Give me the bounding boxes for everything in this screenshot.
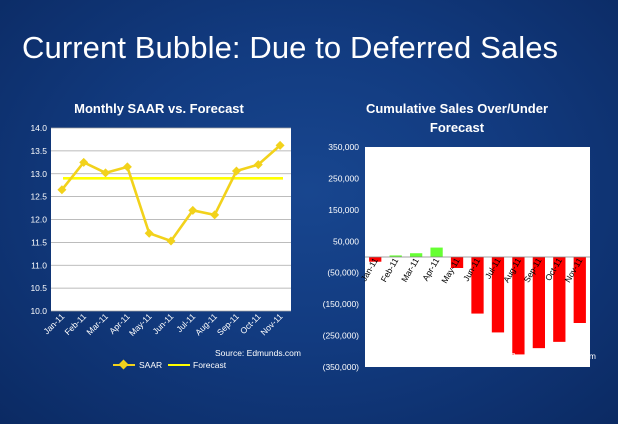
- saar-point-sep-11: [231, 166, 241, 176]
- y-tick-label: (250,000): [323, 331, 360, 341]
- slide-title: Current Bubble: Due to Deferred Sales: [22, 30, 559, 65]
- bar-apr-11: [430, 247, 443, 257]
- y-tick-label: 13.0: [30, 169, 47, 179]
- y-tick-label: 11.0: [31, 260, 47, 270]
- source-note: Source: Edmunds.com: [215, 348, 301, 358]
- y-tick-label: 150,000: [328, 205, 359, 215]
- legend-saar-label: SAAR: [139, 360, 162, 370]
- saar-point-jun-11: [166, 236, 176, 246]
- y-tick-label: 11.5: [31, 237, 47, 247]
- y-tick-label: 50,000: [333, 236, 359, 246]
- y-tick-label: 14.0: [30, 123, 47, 133]
- saar-point-nov-11: [275, 140, 285, 150]
- y-tick-label: (350,000): [323, 362, 360, 372]
- y-tick-label: 12.0: [30, 215, 47, 225]
- saar-point-mar-11: [101, 168, 111, 178]
- bar-mar-11: [410, 253, 423, 257]
- saar-point-oct-11: [253, 160, 263, 170]
- saar-point-jan-11: [57, 185, 67, 195]
- chart-title: Monthly SAAR vs. Forecast: [74, 101, 244, 116]
- bar-jan-11: [369, 257, 382, 262]
- saar-point-may-11: [144, 228, 154, 238]
- bar-jul-11: [491, 257, 505, 333]
- bar-may-11: [450, 257, 464, 268]
- y-tick-label: 250,000: [328, 173, 359, 183]
- y-tick-label: 10.5: [30, 283, 47, 293]
- bar-sep-11: [532, 257, 545, 349]
- y-tick-label: 350,000: [328, 142, 359, 152]
- bar-feb-11: [389, 255, 402, 257]
- legend-forecast-label: Forecast: [193, 360, 227, 370]
- source-note: Source: Edmunds.com: [510, 351, 596, 361]
- bar-jun-11: [471, 257, 484, 314]
- y-tick-label: (150,000): [323, 299, 360, 309]
- bar-nov-11: [573, 257, 586, 323]
- saar-point-aug-11: [210, 210, 220, 220]
- y-tick-label: 10.0: [30, 306, 47, 316]
- bar-aug-11: [512, 257, 525, 355]
- y-tick-label: 12.5: [30, 192, 47, 202]
- chart-title-line-2: Forecast: [430, 120, 485, 135]
- saar-point-jul-11: [188, 205, 198, 215]
- y-tick-label: 13.5: [30, 146, 47, 156]
- bar-oct-11: [553, 257, 566, 342]
- y-tick-label: (50,000): [327, 268, 359, 278]
- chart-title-line-1: Cumulative Sales Over/Under: [366, 101, 548, 116]
- saar-point-feb-11: [79, 157, 89, 167]
- saar-point-apr-11: [122, 162, 132, 172]
